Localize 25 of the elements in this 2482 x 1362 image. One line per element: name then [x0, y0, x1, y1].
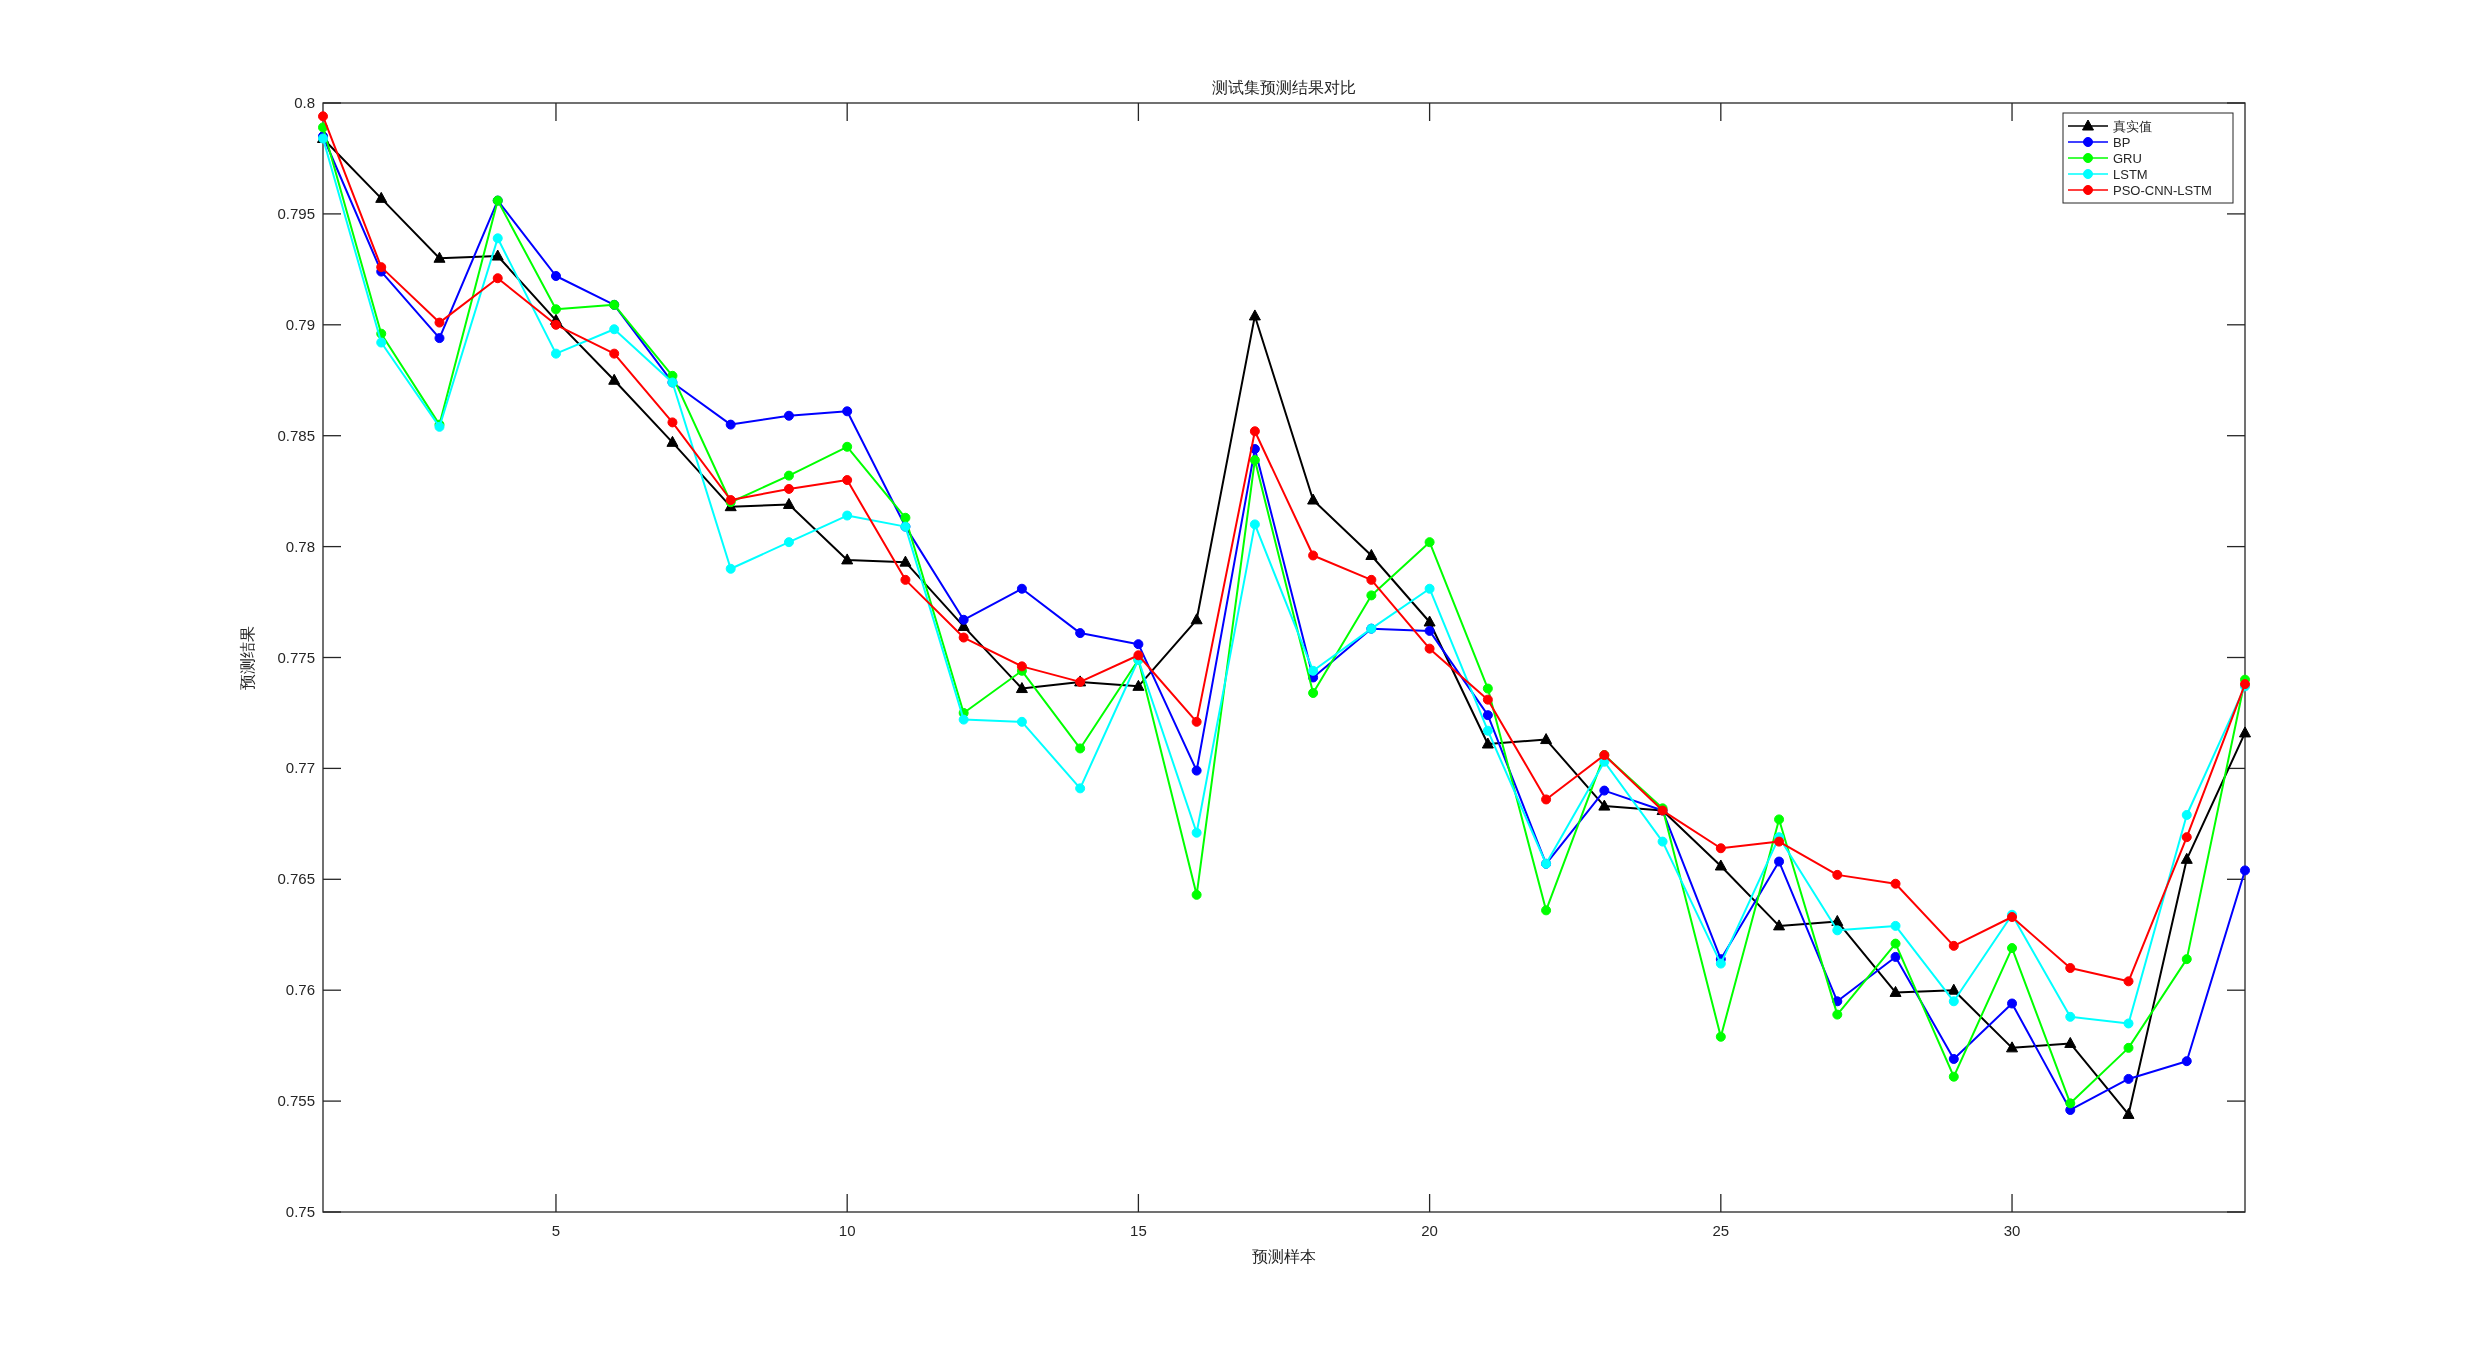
- x-tick-label: 5: [551, 1222, 561, 1239]
- y-tick-label: 0.75: [285, 1203, 315, 1220]
- y-tick-label: 0.775: [277, 648, 315, 666]
- y-tick-label: 0.795: [277, 204, 315, 222]
- x-tick-label: 15: [1130, 1222, 1147, 1239]
- y-tick-label: 0.79: [285, 315, 315, 333]
- legend-label: 真实值: [2113, 119, 2152, 134]
- y-tick-label: 0.77: [285, 759, 315, 777]
- x-tick-label: 30: [2003, 1222, 2021, 1239]
- x-tick-label: 10: [838, 1222, 856, 1239]
- x-tick-label: 25: [1712, 1222, 1730, 1239]
- y-tick-label: 0.755: [277, 1092, 315, 1110]
- legend-label: GRU: [2113, 151, 2142, 166]
- y-tick-label: 0.765: [277, 870, 315, 888]
- y-tick-label: 0.8: [294, 94, 315, 111]
- legend-label: LSTM: [2113, 167, 2148, 182]
- x-tick-label: 20: [1421, 1222, 1438, 1239]
- legend-label: PSO-CNN-LSTM: [2113, 183, 2212, 198]
- y-tick-label: 0.78: [285, 537, 315, 555]
- y-tick-label: 0.76: [285, 981, 315, 999]
- chart-title: 测试集预测结果对比: [1212, 78, 1356, 97]
- legend-label: BP: [2113, 135, 2131, 150]
- x-axis-title: 预测样本: [1252, 1247, 1316, 1266]
- y-tick-label: 0.785: [277, 426, 315, 444]
- y-axis-title: 预测结果: [238, 625, 257, 690]
